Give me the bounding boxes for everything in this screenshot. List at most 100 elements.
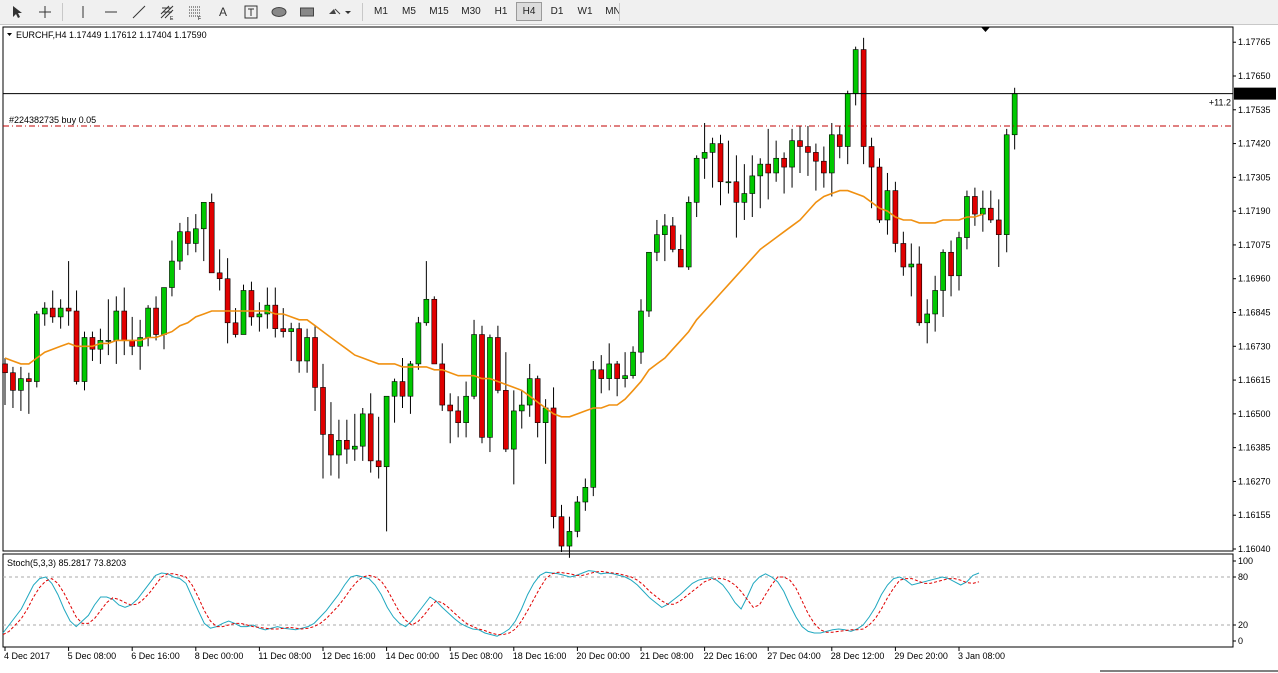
time-label: 27 Dec 04:00 bbox=[767, 651, 821, 661]
fibo-fan-icon[interactable]: F bbox=[184, 2, 206, 21]
bull-candle bbox=[304, 337, 310, 362]
bull-candle bbox=[662, 225, 668, 235]
timeframe-w1-button[interactable]: W1 bbox=[577, 6, 593, 17]
bull-candle bbox=[757, 163, 764, 177]
price-label: 1.16845 bbox=[1238, 308, 1271, 318]
bull-candle bbox=[137, 337, 143, 347]
price-label: 1.16500 bbox=[1238, 409, 1271, 419]
toolbar-separator bbox=[619, 3, 620, 21]
bear-candle bbox=[995, 219, 1002, 235]
stoch-scale-label: 80 bbox=[1238, 572, 1248, 582]
bear-candle bbox=[717, 143, 724, 183]
time-label: 14 Dec 00:00 bbox=[386, 651, 440, 661]
fibonacci-icon[interactable]: E bbox=[156, 2, 178, 21]
bear-candle bbox=[129, 340, 135, 347]
bull-candle bbox=[980, 207, 986, 215]
bear-candle bbox=[614, 363, 620, 379]
bull-candle bbox=[105, 340, 112, 342]
svg-text:F: F bbox=[198, 16, 201, 20]
bear-candle bbox=[550, 407, 557, 517]
bull-candle bbox=[701, 152, 708, 159]
bull-candle bbox=[590, 369, 597, 488]
bear-candle bbox=[972, 196, 978, 215]
bear-candle bbox=[49, 307, 56, 318]
bull-candle bbox=[582, 487, 589, 503]
timeframe-m1-button[interactable]: M1 bbox=[374, 6, 388, 17]
bear-candle bbox=[399, 381, 406, 397]
bear-candle bbox=[876, 166, 883, 221]
arrows-icon[interactable] bbox=[324, 2, 354, 21]
price-label: 1.17650 bbox=[1238, 71, 1271, 81]
bull-candle bbox=[240, 290, 247, 335]
bear-candle bbox=[296, 328, 302, 362]
bear-candle bbox=[431, 298, 438, 365]
timeframe-m30-button[interactable]: M30 bbox=[461, 6, 481, 17]
bull-candle bbox=[177, 231, 183, 262]
bull-candle bbox=[622, 375, 628, 379]
time-label: 6 Dec 16:00 bbox=[131, 651, 180, 661]
bear-candle bbox=[479, 334, 485, 438]
bear-candle bbox=[208, 202, 215, 274]
time-label: 12 Dec 16:00 bbox=[322, 651, 376, 661]
bear-candle bbox=[987, 207, 994, 221]
bull-candle bbox=[256, 313, 263, 318]
time-label: 18 Dec 16:00 bbox=[513, 651, 567, 661]
bull-candle bbox=[18, 378, 24, 391]
rectangle-icon[interactable] bbox=[296, 2, 318, 21]
time-label: 15 Dec 08:00 bbox=[449, 651, 503, 661]
bull-candle bbox=[646, 251, 652, 312]
bull-candle bbox=[725, 181, 732, 184]
bear-candle bbox=[733, 181, 740, 203]
bull-candle bbox=[161, 287, 167, 335]
text-icon[interactable]: A bbox=[212, 2, 234, 21]
profit-label: +11.2 bbox=[1209, 98, 1231, 108]
order-label: #224382735 buy 0.05 bbox=[9, 115, 96, 125]
bear-candle bbox=[89, 337, 96, 350]
timeframe-mn-button[interactable]: MN bbox=[605, 6, 621, 17]
bear-candle bbox=[216, 272, 223, 280]
trendline-icon[interactable] bbox=[128, 2, 150, 21]
bear-candle bbox=[900, 243, 907, 268]
cursor-icon[interactable] bbox=[6, 2, 28, 21]
crosshair-icon[interactable] bbox=[34, 2, 56, 21]
bear-candle bbox=[598, 369, 605, 379]
text-label-icon[interactable] bbox=[240, 2, 262, 21]
price-label: 1.17075 bbox=[1238, 240, 1271, 250]
bull-candle bbox=[956, 237, 962, 277]
price-label: 1.17420 bbox=[1238, 139, 1271, 149]
bear-candle bbox=[669, 225, 676, 250]
chart-area[interactable]: 1.17765 1.17650 1.17535 1.17420 1.17305 1.171… bbox=[0, 24, 1278, 673]
svg-text:E: E bbox=[170, 16, 174, 20]
bear-candle bbox=[375, 460, 382, 468]
bull-candle bbox=[884, 190, 891, 221]
time-label: 8 Dec 00:00 bbox=[195, 651, 244, 661]
bear-candle bbox=[447, 404, 454, 412]
timeframe-h1-button[interactable]: H1 bbox=[494, 6, 508, 17]
timeframe-h4-button[interactable]: H4 bbox=[516, 2, 542, 21]
ellipse-icon[interactable] bbox=[268, 2, 290, 21]
bear-candle bbox=[797, 140, 803, 147]
vertical-line-icon[interactable] bbox=[72, 2, 94, 21]
timeframe-m15-button[interactable]: M15 bbox=[429, 6, 449, 17]
toolbar-separator bbox=[62, 3, 63, 21]
bear-candle bbox=[503, 390, 509, 450]
price-label: 1.16385 bbox=[1238, 443, 1271, 453]
toolbar: E F A M1 M5 M15 M30 H1 H4 D1 W1 MN bbox=[0, 0, 1278, 25]
bull-candle bbox=[932, 290, 938, 315]
bull-candle bbox=[844, 93, 851, 147]
bear-candle bbox=[455, 410, 461, 423]
bull-candle bbox=[57, 307, 64, 318]
horizontal-line-icon[interactable] bbox=[100, 2, 122, 21]
bull-candle bbox=[1011, 93, 1018, 136]
bull-candle bbox=[113, 310, 120, 341]
bear-candle bbox=[813, 152, 819, 162]
bear-candle bbox=[367, 413, 374, 462]
timeframe-d1-button[interactable]: D1 bbox=[550, 6, 564, 17]
timeframe-m5-button[interactable]: M5 bbox=[402, 6, 416, 17]
bear-candle bbox=[280, 328, 287, 332]
moving-average-line bbox=[4, 189, 984, 418]
bear-candle bbox=[805, 146, 811, 153]
text-tool-label: A bbox=[218, 4, 227, 19]
bear-candle bbox=[121, 310, 128, 341]
bull-candle bbox=[940, 251, 946, 291]
